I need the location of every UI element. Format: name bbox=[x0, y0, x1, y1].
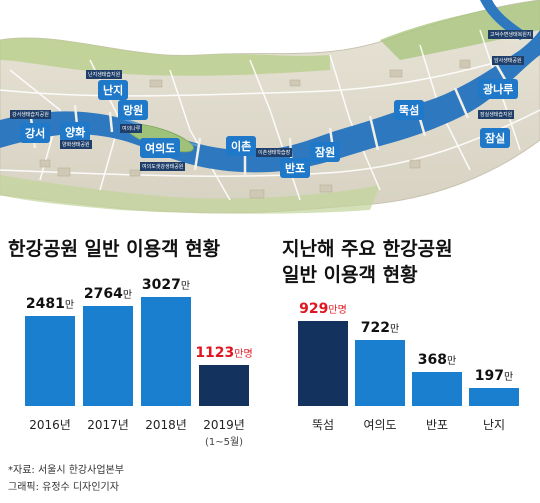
bar-unit: 만 bbox=[180, 280, 191, 292]
chart-title-yearly: 한강공원 일반 이용객 현황 bbox=[8, 238, 221, 260]
chart-title-parks-line2: 일반 이용객 현황 bbox=[282, 264, 418, 286]
map-label-jamwon: 잠원 bbox=[310, 142, 341, 162]
map-label-gangseo: 강서 bbox=[20, 123, 51, 143]
category-label-0-3: 2019년 (1~5월) bbox=[203, 418, 245, 448]
map-label-jamsil: 잠실 bbox=[480, 128, 511, 148]
bar-unit: 만 bbox=[447, 356, 457, 368]
bar-1-1 bbox=[355, 339, 405, 406]
bar-value-label-0-1: 2764만 bbox=[84, 286, 132, 302]
bar-value-label-1-1: 722만 bbox=[361, 320, 399, 336]
category-label-1-0: 뚝섬 bbox=[311, 418, 335, 432]
bar-value-label-0-0: 2481만 bbox=[26, 296, 74, 312]
map-label-yeouido: 여의도 bbox=[140, 138, 181, 158]
bar-value: 2481 bbox=[25, 296, 65, 313]
bar-unit: 만 bbox=[390, 323, 400, 335]
map-label-yanghwa: 양화 bbox=[60, 122, 91, 142]
bar-unit: 만 bbox=[122, 290, 133, 302]
category-label-1-3: 난지 bbox=[482, 418, 506, 432]
map-illustration bbox=[0, 0, 540, 214]
bar-unit: 만 bbox=[504, 371, 514, 383]
map-label-nanji: 난지 bbox=[98, 80, 129, 100]
category-label-0-1: 2017년 bbox=[87, 418, 129, 432]
category-label-0-2: 2018년 bbox=[145, 418, 187, 432]
map-label-mangwon: 망원 bbox=[118, 100, 149, 120]
map-small-label: 양화생태공원 bbox=[60, 140, 92, 149]
category-note: (1~5월) bbox=[204, 437, 244, 448]
bar-value-label-0-3: 1123만명 bbox=[195, 345, 252, 361]
green-area-south bbox=[0, 175, 380, 214]
bar-value: 2764 bbox=[83, 286, 123, 303]
bar-unit: 만명 bbox=[328, 304, 347, 316]
bar-value: 929 bbox=[299, 300, 329, 317]
map-small-label: 난지생태습지원 bbox=[86, 70, 123, 79]
category-label-1-1: 여의도 bbox=[363, 418, 397, 432]
bar-value: 197 bbox=[474, 367, 505, 384]
bar-1-0 bbox=[298, 320, 348, 406]
map-label-ttukseom: 뚝섬 bbox=[394, 100, 425, 120]
category-label-1-2: 반포 bbox=[425, 418, 449, 432]
map-label-gwangnaru: 광나루 bbox=[478, 79, 519, 99]
map-label-ichon: 이촌 bbox=[226, 136, 257, 156]
street-lines bbox=[0, 29, 540, 201]
green-area-north bbox=[0, 37, 330, 76]
han-river-map: 강서 양화 난지 망원 여의도 이촌 반포 잠원 뚝섬 광나루 잠실 강서생태습… bbox=[0, 0, 540, 225]
bar-value: 722 bbox=[360, 319, 391, 336]
bar-value-label-1-0: 929만명 bbox=[299, 301, 347, 317]
map-small-label: 여의나루 bbox=[120, 124, 143, 133]
map-small-label: 여의도샛강생태공원 bbox=[140, 162, 186, 171]
bar-value: 1123 bbox=[195, 345, 235, 362]
bar-value: 368 bbox=[417, 352, 448, 369]
map-small-label: 강서생태습지공원 bbox=[10, 110, 51, 119]
bar-value-label-1-2: 368만 bbox=[418, 352, 456, 368]
map-small-label: 고덕수변생태복원지 bbox=[488, 30, 534, 39]
graphic-credit: 그래픽: 유정수 디자인기자 bbox=[8, 482, 119, 493]
bar-value-label-0-2: 3027만 bbox=[142, 277, 190, 293]
bar-unit: 만명 bbox=[234, 349, 253, 361]
source-note: *자료: 서울시 한강사업본부 bbox=[8, 465, 124, 476]
bar-0-0 bbox=[25, 316, 75, 406]
chart-title-parks-line1: 지난해 주요 한강공원 bbox=[282, 238, 453, 260]
bar-value-label-1-3: 197만 bbox=[475, 368, 513, 384]
bar-0-2 bbox=[141, 296, 191, 406]
map-small-label: 암사생태공원 bbox=[492, 56, 524, 65]
bar-value: 3027 bbox=[141, 276, 181, 293]
bar-1-3 bbox=[469, 387, 519, 406]
map-label-banpo: 반포 bbox=[280, 158, 311, 178]
map-small-label: 이촌생태학습장 bbox=[256, 148, 293, 157]
bar-0-1 bbox=[83, 306, 133, 406]
buildings bbox=[39, 59, 471, 199]
bar-1-2 bbox=[412, 372, 462, 406]
map-small-label: 잠실생태습지원 bbox=[478, 110, 515, 119]
bar-0-3 bbox=[199, 365, 249, 406]
bar-unit: 만 bbox=[64, 300, 75, 312]
category-label-0-0: 2016년 bbox=[29, 418, 71, 432]
